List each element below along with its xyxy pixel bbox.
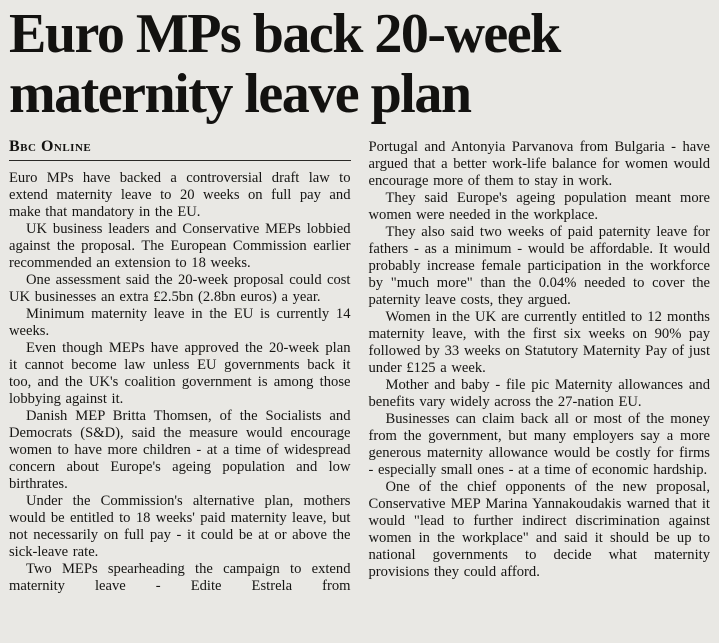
paragraph: They said Europe's ageing population mea… [368, 190, 711, 223]
paragraph: They also said two weeks of paid paterni… [368, 224, 711, 308]
newspaper-page: Euro MPs back 20-week maternity leave pl… [9, 3, 710, 595]
paragraph: Portugal and Antonyia Parvanova from Bul… [368, 139, 711, 189]
paragraph: Under the Commission's alternative plan,… [9, 493, 351, 560]
paragraph: Two MEPs spearheading the campaign to ex… [9, 561, 351, 594]
paragraph: Danish MEP Britta Thomsen, of the Social… [9, 408, 351, 492]
paragraph: Minimum maternity leave in the EU is cur… [9, 306, 351, 339]
paragraph: Women in the UK are currently entitled t… [368, 309, 711, 376]
paragraph: Even though MEPs have approved the 20-we… [9, 340, 351, 407]
paragraph: UK business leaders and Conservative MEP… [9, 221, 351, 271]
paragraph: Businesses can claim back all or most of… [368, 411, 711, 478]
paragraph: One assessment said the 20-week proposal… [9, 272, 351, 305]
paragraph: Mother and baby - file pic Maternity all… [368, 377, 711, 410]
paragraph: Euro MPs have backed a controversial dra… [9, 170, 351, 220]
article-columns: Bbc Online Euro MPs have backed a contro… [9, 138, 710, 595]
right-column: Portugal and Antonyia Parvanova from Bul… [369, 138, 711, 595]
paragraph: One of the chief opponents of the new pr… [368, 479, 711, 580]
byline-block: Bbc Online [9, 138, 351, 156]
byline: Bbc Online [9, 138, 92, 155]
left-column: Bbc Online Euro MPs have backed a contro… [9, 138, 351, 595]
article-headline: Euro MPs back 20-week maternity leave pl… [9, 3, 561, 125]
byline-rule [9, 160, 351, 161]
